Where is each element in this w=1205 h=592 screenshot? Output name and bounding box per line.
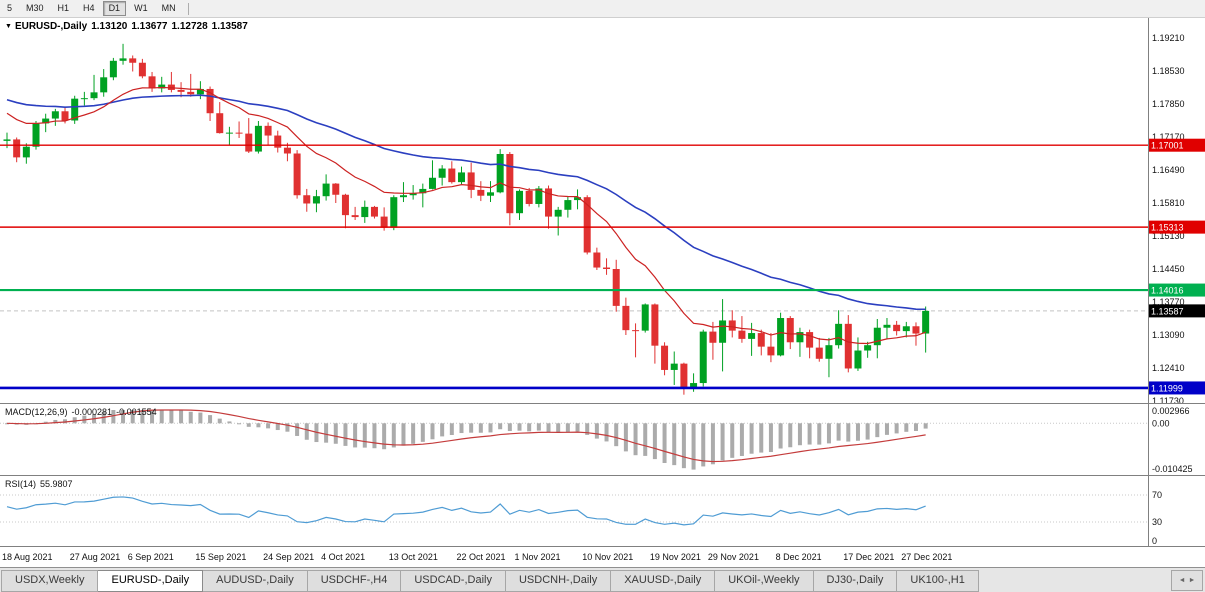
svg-text:1 Nov 2021: 1 Nov 2021 bbox=[515, 552, 561, 562]
svg-text:17 Dec 2021: 17 Dec 2021 bbox=[843, 552, 894, 562]
svg-text:1.18530: 1.18530 bbox=[1152, 66, 1185, 76]
price-label-1-11999 bbox=[1149, 381, 1205, 395]
timeframe-button-w1[interactable]: W1 bbox=[134, 3, 148, 13]
svg-text:13 Oct 2021: 13 Oct 2021 bbox=[389, 552, 438, 562]
svg-text:30: 30 bbox=[1152, 517, 1162, 527]
svg-text:1.14016: 1.14016 bbox=[1151, 286, 1184, 296]
tab-scroll-right-icon[interactable]: ► bbox=[1188, 577, 1196, 584]
rsi-axis[interactable]: 70 30 0 bbox=[1152, 490, 1162, 546]
candlesticks bbox=[3, 43, 930, 395]
svg-text:1.13587: 1.13587 bbox=[1151, 306, 1184, 316]
tab-usdcad-daily[interactable]: USDCAD-,Daily bbox=[401, 570, 506, 592]
tab-usdx-weekly[interactable]: USDX,Weekly bbox=[1, 570, 99, 592]
tab-usdcnh-daily[interactable]: USDCNH-,Daily bbox=[505, 570, 612, 592]
timeframe-toolbar: 5 M30 H1 H4 D1 W1 MN bbox=[0, 0, 1205, 18]
svg-text:0.002966: 0.002966 bbox=[1152, 406, 1190, 416]
timeframe-button-h1[interactable]: H1 bbox=[57, 3, 70, 13]
macd-name: MACD(12,26,9) bbox=[5, 407, 68, 417]
svg-text:10 Nov 2021: 10 Nov 2021 bbox=[582, 552, 633, 562]
price-label-1-15313 bbox=[1149, 220, 1205, 234]
ohlc-close: 1.13587 bbox=[211, 21, 248, 32]
svg-text:27 Aug 2021: 27 Aug 2021 bbox=[70, 552, 121, 562]
svg-text:1.17170: 1.17170 bbox=[1152, 132, 1185, 142]
svg-text:27 Dec 2021: 27 Dec 2021 bbox=[901, 552, 952, 562]
macd-pane[interactable]: 0.002966 0.00 -0.010425 bbox=[0, 404, 1205, 476]
chart-title: ▼ EURUSD-,Daily 1.13120 1.13677 1.12728 1.135… bbox=[5, 21, 252, 32]
rsi-line bbox=[6, 496, 926, 526]
svg-text:1.15130: 1.15130 bbox=[1152, 231, 1185, 241]
macd-signal-line bbox=[6, 409, 926, 463]
tab-eurusd-daily[interactable]: EURUSD-,Daily bbox=[98, 570, 204, 592]
macd-value: -0.000281 bbox=[71, 407, 113, 417]
tab-uk100-h1[interactable]: UK100-,H1 bbox=[897, 570, 979, 592]
chart-window: 1.19210 1.18530 1.17850 1.17170 1.16490 1.158… bbox=[0, 18, 1205, 567]
tab-ukoil-weekly[interactable]: UKOil-,Weekly bbox=[715, 570, 814, 592]
svg-text:1.13090: 1.13090 bbox=[1152, 330, 1185, 340]
svg-text:1.19210: 1.19210 bbox=[1152, 33, 1185, 43]
rsi-value: 55.9807 bbox=[40, 479, 73, 489]
svg-text:29 Nov 2021: 29 Nov 2021 bbox=[708, 552, 759, 562]
date-axis: 18 Aug 2021 27 Aug 2021 6 Sep 2021 15 Sep 2… bbox=[0, 547, 1205, 567]
svg-text:4 Oct 2021: 4 Oct 2021 bbox=[321, 552, 365, 562]
toolbar-separator bbox=[187, 2, 189, 15]
tab-audusd-daily[interactable]: AUDUSD-,Daily bbox=[203, 570, 308, 592]
macd-axis[interactable]: 0.002966 0.00 -0.010425 bbox=[1152, 406, 1193, 474]
ma-fast-line bbox=[6, 86, 926, 345]
svg-text:1.12410: 1.12410 bbox=[1152, 363, 1185, 373]
tab-usdchf-h4[interactable]: USDCHF-,H4 bbox=[307, 570, 402, 592]
rsi-indicator-label: RSI(14) 55.9807 bbox=[5, 479, 77, 489]
chart-background bbox=[0, 18, 1205, 404]
svg-text:1.17850: 1.17850 bbox=[1152, 99, 1185, 109]
date-axis-background bbox=[0, 547, 1205, 567]
chart-tabs: USDX,Weekly EURUSD-,Daily AUDUSD-,Daily USD… bbox=[0, 570, 979, 592]
price-label-1-17001 bbox=[1149, 138, 1205, 152]
tab-scroll-left-icon[interactable]: ◄ bbox=[1178, 577, 1186, 584]
timeframe-button-5[interactable]: 5 bbox=[7, 3, 13, 13]
macd-signal-value: -0.001554 bbox=[116, 407, 157, 417]
timeframe-button-m30[interactable]: M30 bbox=[26, 3, 44, 13]
svg-text:19 Nov 2021: 19 Nov 2021 bbox=[650, 552, 701, 562]
tab-xauusd-daily[interactable]: XAUUSD-,Daily bbox=[611, 570, 716, 592]
rsi-pane[interactable]: 70 30 0 bbox=[0, 476, 1205, 547]
svg-text:70: 70 bbox=[1152, 490, 1162, 500]
timeframe-button-mn[interactable]: MN bbox=[161, 3, 176, 13]
svg-text:1.15810: 1.15810 bbox=[1152, 198, 1185, 208]
price-axis[interactable]: 1.19210 1.18530 1.17850 1.17170 1.16490 1.158… bbox=[1152, 33, 1185, 404]
chart-dropdown-icon[interactable]: ▼ bbox=[5, 23, 12, 30]
svg-text:1.11730: 1.11730 bbox=[1152, 396, 1184, 404]
price-label-1-14016 bbox=[1149, 283, 1205, 297]
svg-text:0.00: 0.00 bbox=[1152, 418, 1170, 428]
date-labels[interactable]: 18 Aug 2021 27 Aug 2021 6 Sep 2021 15 Sep 2… bbox=[2, 552, 952, 562]
svg-text:1.16490: 1.16490 bbox=[1152, 165, 1185, 175]
macd-indicator-label: MACD(12,26,9) -0.000281 -0.001554 bbox=[5, 407, 161, 417]
svg-text:1.17001: 1.17001 bbox=[1151, 141, 1184, 151]
svg-text:1.15313: 1.15313 bbox=[1151, 223, 1184, 233]
ohlc-high: 1.13677 bbox=[131, 21, 168, 32]
svg-text:1.13770: 1.13770 bbox=[1152, 297, 1185, 307]
timeframe-buttons: 5 M30 H1 H4 D1 W1 MN bbox=[0, 1, 183, 16]
ohlc-open: 1.13120 bbox=[91, 21, 128, 32]
svg-text:1.11999: 1.11999 bbox=[1151, 383, 1183, 393]
rsi-name: RSI(14) bbox=[5, 479, 37, 489]
svg-text:15 Sep 2021: 15 Sep 2021 bbox=[195, 552, 246, 562]
svg-text:22 Oct 2021: 22 Oct 2021 bbox=[456, 552, 505, 562]
timeframe-button-d1[interactable]: D1 bbox=[102, 1, 127, 16]
svg-text:0: 0 bbox=[1152, 536, 1157, 546]
current-price-label bbox=[1149, 304, 1205, 318]
timeframe-button-h4[interactable]: H4 bbox=[83, 3, 95, 13]
svg-text:6 Sep 2021: 6 Sep 2021 bbox=[128, 552, 174, 562]
ma-slow-line bbox=[6, 94, 926, 311]
chart-symbol-period: EURUSD-,Daily bbox=[14, 21, 88, 32]
chart-tab-bar: USDX,Weekly EURUSD-,Daily AUDUSD-,Daily USD… bbox=[0, 567, 1205, 592]
svg-text:-0.010425: -0.010425 bbox=[1152, 464, 1193, 474]
tab-dj30-daily[interactable]: DJ30-,Daily bbox=[813, 570, 898, 592]
price-chart-pane[interactable]: 1.19210 1.18530 1.17850 1.17170 1.16490 1.158… bbox=[0, 18, 1205, 404]
svg-text:8 Dec 2021: 8 Dec 2021 bbox=[776, 552, 822, 562]
rsi-background bbox=[0, 476, 1205, 547]
svg-text:1.14450: 1.14450 bbox=[1152, 264, 1185, 274]
ohlc-low: 1.12728 bbox=[171, 21, 208, 32]
svg-text:18 Aug 2021: 18 Aug 2021 bbox=[2, 552, 53, 562]
svg-text:24 Sep 2021: 24 Sep 2021 bbox=[263, 552, 314, 562]
tab-scroll-control[interactable]: ◄ ► bbox=[1171, 570, 1203, 591]
